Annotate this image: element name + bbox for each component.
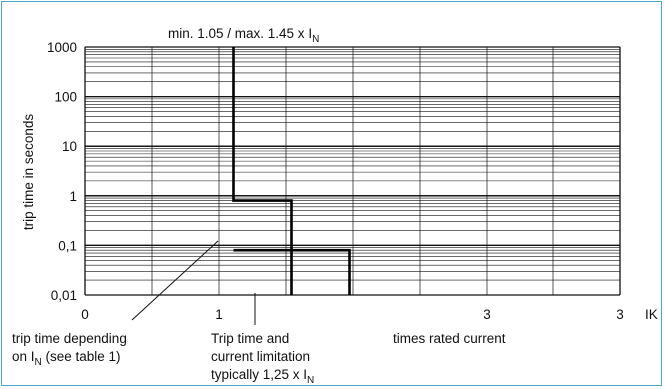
y-tick-label: 0,01 xyxy=(51,288,77,303)
y-axis-label: trip time in seconds xyxy=(21,114,36,231)
chart-title: min. 1.05 / max. 1.45 x IN xyxy=(168,26,319,45)
x-tick-label: 1 xyxy=(215,307,223,322)
annotation-right-line1: Trip time and xyxy=(211,331,289,346)
x-axis-unit: IK xyxy=(645,307,658,322)
annotation-leader-left xyxy=(131,240,219,321)
annotation-left-line2: on IN (see table 1) xyxy=(12,349,121,368)
y-tick-label: 10 xyxy=(62,139,77,154)
min-trip-curve xyxy=(232,47,293,295)
x-tick-label: 3 xyxy=(483,307,491,322)
plot-grid xyxy=(84,46,621,296)
x-axis-label: times rated current xyxy=(393,331,506,346)
y-tick-label: 1000 xyxy=(47,40,77,55)
x-tick-label: 3 xyxy=(616,307,624,322)
y-tick-label: 1 xyxy=(69,189,77,204)
y-tick-label: 0,1 xyxy=(58,238,77,253)
y-tick-label: 100 xyxy=(54,90,77,105)
annotation-right-line2: current limitation xyxy=(211,349,310,364)
max-trip-curve xyxy=(233,248,351,295)
y-tick-labels: 1000 100 10 1 0,1 0,01 xyxy=(47,40,77,303)
trip-curves xyxy=(232,47,351,295)
x-tick-label: 0 xyxy=(81,307,89,322)
x-tick-labels: 0 1 3 3 xyxy=(81,307,624,322)
annotation-left-line1: trip time depending xyxy=(12,331,127,346)
annotation-right-line3: typically 1,25 x IN xyxy=(211,367,314,386)
